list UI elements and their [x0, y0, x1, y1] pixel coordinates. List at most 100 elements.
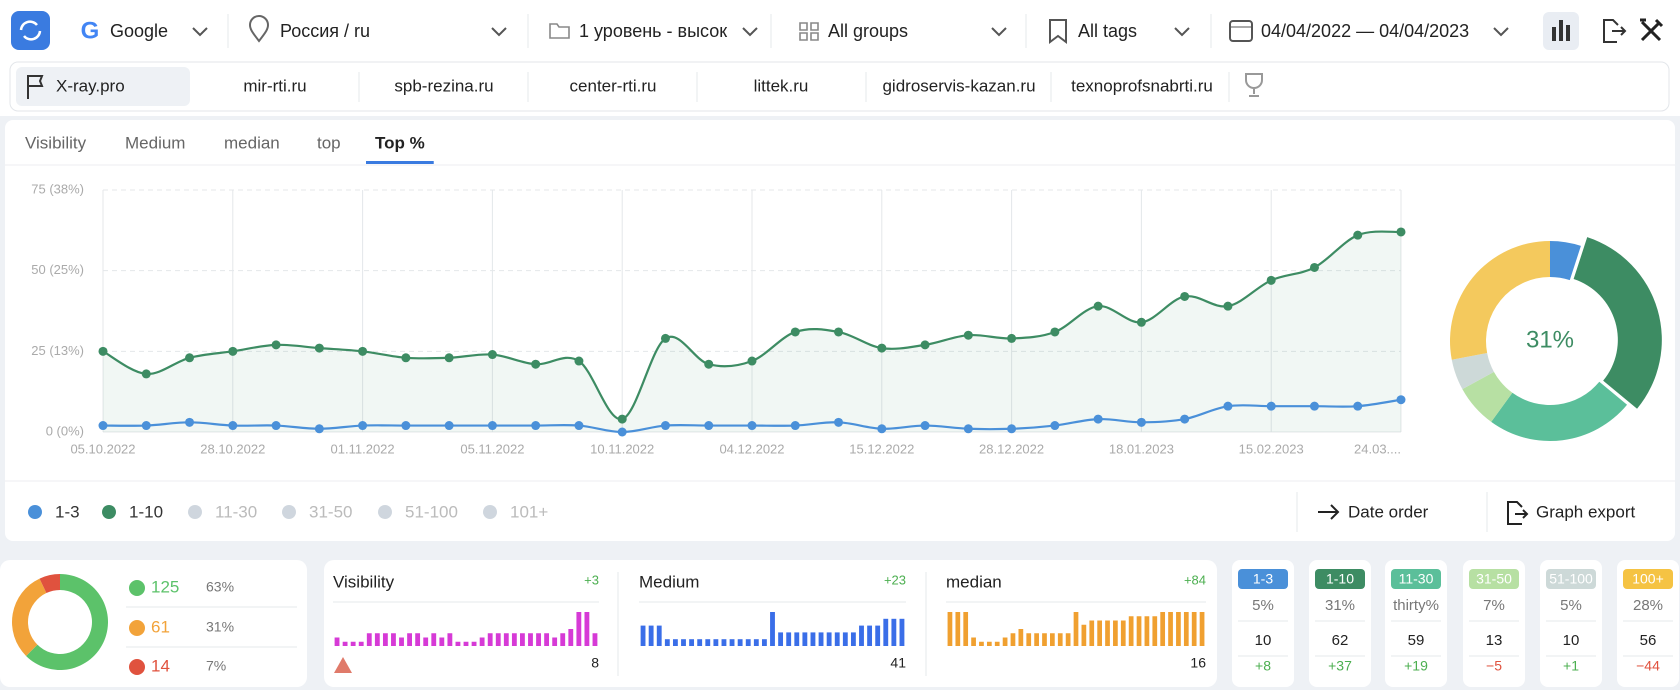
rank-count: 10: [1563, 632, 1580, 649]
competitor-tab[interactable]: mir-rti.ru: [243, 76, 306, 95]
data-point: [617, 414, 627, 424]
spark-bar: [576, 612, 582, 646]
spark-bar: [689, 639, 695, 646]
pie-segment: [1462, 371, 1513, 422]
rank-label: 1-3: [1253, 571, 1273, 587]
spark-bar: [745, 639, 751, 646]
legend-dot[interactable]: [378, 505, 392, 519]
data-point: [228, 346, 238, 356]
spark-bar: [350, 641, 356, 646]
spark-bar: [415, 633, 421, 646]
rank-label: 51-100: [1549, 571, 1593, 587]
competitor-tab[interactable]: texnoprofsnabrti.ru: [1071, 76, 1213, 95]
data-point: [920, 421, 930, 431]
spark-bar: [1199, 612, 1205, 646]
spark-bar: [391, 633, 396, 646]
spark-bar: [899, 618, 905, 646]
spark-bar: [1160, 612, 1166, 646]
rank-card: [1232, 560, 1294, 687]
sparkline-current: 41: [890, 655, 906, 671]
data-point: [1007, 333, 1017, 343]
refresh-button[interactable]: [11, 11, 50, 50]
competitor-tab[interactable]: X-ray.pro: [56, 76, 125, 95]
legend-label[interactable]: 1-3: [55, 502, 80, 521]
competitor-tab[interactable]: center-rti.ru: [570, 76, 657, 95]
spark-bar: [883, 618, 889, 646]
metric-tab[interactable]: top: [317, 133, 341, 152]
tools-icon[interactable]: [1640, 18, 1664, 42]
spark-bar: [802, 632, 808, 646]
data-point: [1136, 417, 1146, 427]
spark-bar: [1168, 612, 1173, 646]
metric-tab[interactable]: Medium: [125, 133, 185, 152]
active-competitor: [16, 67, 190, 106]
rank-percent: 5%: [1252, 597, 1274, 614]
data-point: [790, 421, 800, 431]
data-point: [1396, 227, 1406, 237]
spark-bar: [1073, 612, 1079, 646]
rank-percent: 7%: [1483, 597, 1505, 614]
spark-bar: [1050, 633, 1055, 646]
legend-dot[interactable]: [188, 505, 202, 519]
warning-icon: [334, 657, 352, 673]
export-icon[interactable]: [1603, 19, 1627, 43]
spark-bar: [761, 639, 767, 646]
legend-dot[interactable]: [28, 505, 42, 519]
data-point: [660, 421, 670, 431]
data-point: [98, 346, 108, 356]
rank-percent: 31%: [1325, 597, 1355, 614]
spark-bar: [528, 633, 533, 646]
legend-dot[interactable]: [102, 505, 116, 519]
series-area: [103, 231, 1401, 432]
spark-bar: [479, 637, 485, 646]
metric-tab[interactable]: Top %: [375, 133, 425, 152]
rank-change: +19: [1404, 658, 1428, 674]
competitor-tab[interactable]: gidroservis-kazan.ru: [882, 76, 1035, 95]
spark-bar: [1002, 637, 1008, 646]
spark-bar: [1128, 616, 1134, 646]
toolbar-groups[interactable]: All groups: [828, 21, 908, 41]
spark-bar: [891, 618, 897, 646]
spark-bar: [994, 641, 1000, 646]
bookmark-icon: [1049, 19, 1067, 44]
legend-label[interactable]: 11-30: [215, 502, 257, 521]
sparkline-change: +84: [1184, 572, 1206, 587]
action-button[interactable]: Date order: [1348, 502, 1429, 521]
rank-count: 59: [1408, 632, 1425, 649]
competitor-tab[interactable]: spb-rezina.ru: [394, 76, 493, 95]
spark-bar: [1057, 633, 1063, 646]
action-button[interactable]: Graph export: [1536, 502, 1635, 521]
data-point: [790, 327, 800, 337]
legend-label[interactable]: 101+: [510, 502, 548, 521]
spark-bar: [681, 639, 686, 646]
spark-bar: [342, 641, 348, 646]
google-logo: G: [81, 17, 100, 44]
spark-bar: [834, 632, 840, 646]
legend-label[interactable]: 31-50: [309, 502, 352, 521]
spark-bar: [1152, 616, 1158, 646]
spark-bar: [786, 632, 792, 646]
data-point: [574, 356, 584, 366]
x-tick-label: 28.12.2022: [979, 441, 1044, 456]
legend-label[interactable]: 1-10: [129, 502, 163, 521]
metric-tab[interactable]: Visibility: [25, 133, 87, 152]
spark-bar: [979, 641, 984, 646]
data-point: [358, 421, 368, 431]
toolbar-engine[interactable]: Google: [110, 21, 168, 41]
legend-dot[interactable]: [282, 505, 296, 519]
legend-dot[interactable]: [483, 505, 497, 519]
metric-tab[interactable]: median: [224, 133, 280, 152]
competitor-tab[interactable]: littek.ru: [754, 76, 809, 95]
legend-label[interactable]: 51-100: [405, 502, 458, 521]
toolbar-tags[interactable]: All tags: [1078, 21, 1137, 41]
spark-bar: [439, 637, 445, 646]
spark-bar: [511, 633, 517, 646]
data-point: [747, 421, 757, 431]
toolbar-region[interactable]: Россия / ru: [280, 21, 370, 41]
data-point: [401, 353, 411, 363]
toolbar-dates[interactable]: 04/04/2022 — 04/04/2023: [1261, 21, 1469, 41]
chart-icon: [1559, 20, 1563, 41]
toolbar-level[interactable]: 1 уровень - высок: [579, 21, 727, 41]
rank-card: [1617, 560, 1679, 687]
data-point: [1180, 291, 1190, 301]
